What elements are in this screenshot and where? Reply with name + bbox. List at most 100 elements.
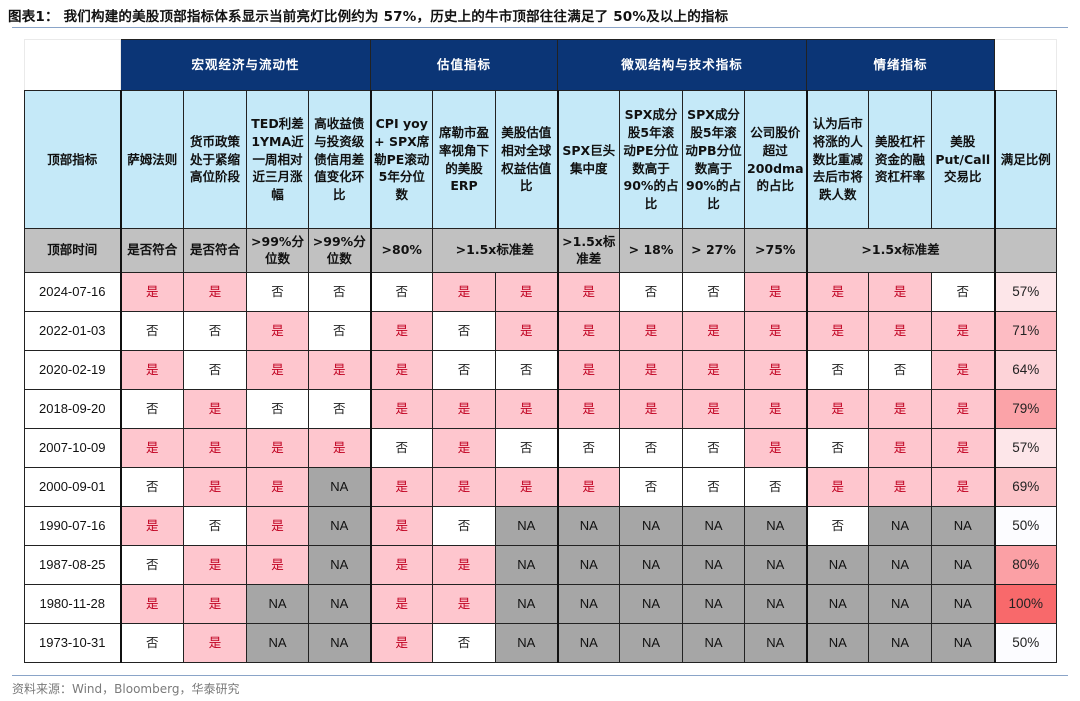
indicator-value: 是 <box>246 545 309 585</box>
title-divider <box>12 27 1068 28</box>
ratio-group-empty <box>994 39 1057 91</box>
indicator-value: 是 <box>744 272 807 312</box>
indicator-value: 是 <box>246 467 309 507</box>
peak-date: 2018-09-20 <box>24 389 121 429</box>
indicator-value: 是 <box>556 272 620 312</box>
indicator-value: NA <box>308 584 371 624</box>
criteria-cell: >1.5x标准差 <box>556 228 620 273</box>
indicator-value: 否 <box>495 428 558 468</box>
indicator-value: 是 <box>682 311 745 351</box>
indicator-value: NA <box>619 584 683 624</box>
satisfied-ratio: 57% <box>993 272 1057 312</box>
table-row: 2018-09-20 否是否否是是是是是是是是是是 79% <box>24 389 1057 429</box>
indicator-value: 是 <box>868 428 932 468</box>
indicator-value: 是 <box>369 545 433 585</box>
satisfied-ratio: 80% <box>993 545 1057 585</box>
satisfied-ratio: 71% <box>993 311 1057 351</box>
indicator-value: 是 <box>868 467 932 507</box>
indicator-value: NA <box>556 584 620 624</box>
indicator-value: NA <box>931 584 995 624</box>
indicator-value: 是 <box>183 584 247 624</box>
indicator-value: 否 <box>744 467 807 507</box>
satisfied-ratio: 64% <box>993 350 1057 390</box>
indicator-value: 是 <box>183 389 247 429</box>
criteria-cell: > 18% <box>619 228 683 273</box>
criteria-cell: >99%分位数 <box>308 228 371 273</box>
indicator-value: 是 <box>119 428 184 468</box>
footer-divider <box>12 675 1068 676</box>
indicator-value: 是 <box>246 506 309 546</box>
corner-cell <box>24 39 121 91</box>
satisfied-ratio: 57% <box>993 428 1057 468</box>
indicator-value: 否 <box>868 350 932 390</box>
indicator-value: 否 <box>432 623 496 663</box>
indicator-value: 否 <box>369 428 433 468</box>
indicator-value: 是 <box>931 467 995 507</box>
indicator-value: 是 <box>308 428 371 468</box>
peak-date: 1990-07-16 <box>24 506 121 546</box>
indicator-value: 是 <box>183 623 247 663</box>
indicator-value: 否 <box>308 272 371 312</box>
indicator-value: 是 <box>931 389 995 429</box>
indicator-value: 是 <box>432 584 496 624</box>
indicator-value: 是 <box>369 623 433 663</box>
indicator-value: NA <box>308 623 371 663</box>
group-header: 微观结构与技术指标 <box>557 39 807 91</box>
indicator-value: 否 <box>308 389 371 429</box>
indicator-value: NA <box>931 623 995 663</box>
indicator-header: CPI yoy + SPX席勒PE滚动5年分位数 <box>369 90 433 229</box>
indicator-value: NA <box>744 623 807 663</box>
indicator-header: 美股估值相对全球权益估值比 <box>495 90 558 229</box>
indicator-value: 否 <box>369 272 433 312</box>
indicator-value: 是 <box>183 545 247 585</box>
indicator-value: 否 <box>432 350 496 390</box>
satisfied-ratio: 79% <box>993 389 1057 429</box>
indicator-value: 否 <box>495 350 558 390</box>
indicator-value: NA <box>868 545 932 585</box>
indicator-value: 是 <box>744 389 807 429</box>
indicator-header: 认为后市将涨的人数比重减去后市将跌人数 <box>805 90 869 229</box>
indicator-value: 否 <box>805 350 869 390</box>
indicator-value: 否 <box>183 350 247 390</box>
indicator-value: 是 <box>619 389 683 429</box>
indicator-value: 否 <box>805 428 869 468</box>
peak-date: 1973-10-31 <box>24 623 121 663</box>
indicator-value: NA <box>619 506 683 546</box>
indicator-value: 是 <box>495 311 558 351</box>
indicator-value: 是 <box>931 350 995 390</box>
indicator-value: 否 <box>432 506 496 546</box>
indicator-value: 否 <box>119 389 184 429</box>
indicator-value: 是 <box>183 272 247 312</box>
indicator-value: NA <box>556 506 620 546</box>
indicator-value: 是 <box>805 467 869 507</box>
indicator-value: NA <box>308 467 371 507</box>
indicator-value: NA <box>682 506 745 546</box>
indicator-value: 否 <box>246 389 309 429</box>
table-row: 2020-02-19 是否是是是否否是是是是否否是 64% <box>24 350 1057 390</box>
indicator-value: 是 <box>432 545 496 585</box>
row-header-label: 顶部指标 <box>24 90 121 229</box>
criteria-label: 顶部时间 <box>24 228 121 273</box>
group-header-row: 宏观经济与流动性 估值指标 微观结构与技术指标 情绪指标 <box>24 39 1057 91</box>
table-row: 2007-10-09 是是是是否是否否否否是否是是 57% <box>24 428 1057 468</box>
indicator-value: 是 <box>744 311 807 351</box>
indicator-value: NA <box>682 584 745 624</box>
indicator-value: 是 <box>432 272 496 312</box>
table-row: 1990-07-16 是否是 NA 是否 NA NA NA NA NA 否 NA NA 50% <box>24 506 1057 546</box>
indicator-value: 是 <box>119 584 184 624</box>
indicator-value: 是 <box>805 272 869 312</box>
criteria-row: 顶部时间 是否符合 是否符合 >99%分位数 >99%分位数 >80% >1.5x标准差 >1… <box>24 228 1057 273</box>
indicator-value: 是 <box>805 389 869 429</box>
indicator-value: NA <box>619 545 683 585</box>
indicator-value: NA <box>868 506 932 546</box>
indicator-value: 否 <box>931 272 995 312</box>
indicator-value: 是 <box>556 467 620 507</box>
indicator-header: 高收益债与投资级债信用差值变化环比 <box>308 90 371 229</box>
indicator-value: 是 <box>246 350 309 390</box>
peak-date: 2000-09-01 <box>24 467 121 507</box>
indicator-value: 是 <box>495 467 558 507</box>
criteria-cell: >80% <box>369 228 433 273</box>
indicator-value: NA <box>246 584 309 624</box>
indicator-value: NA <box>308 506 371 546</box>
indicator-value: 是 <box>931 428 995 468</box>
